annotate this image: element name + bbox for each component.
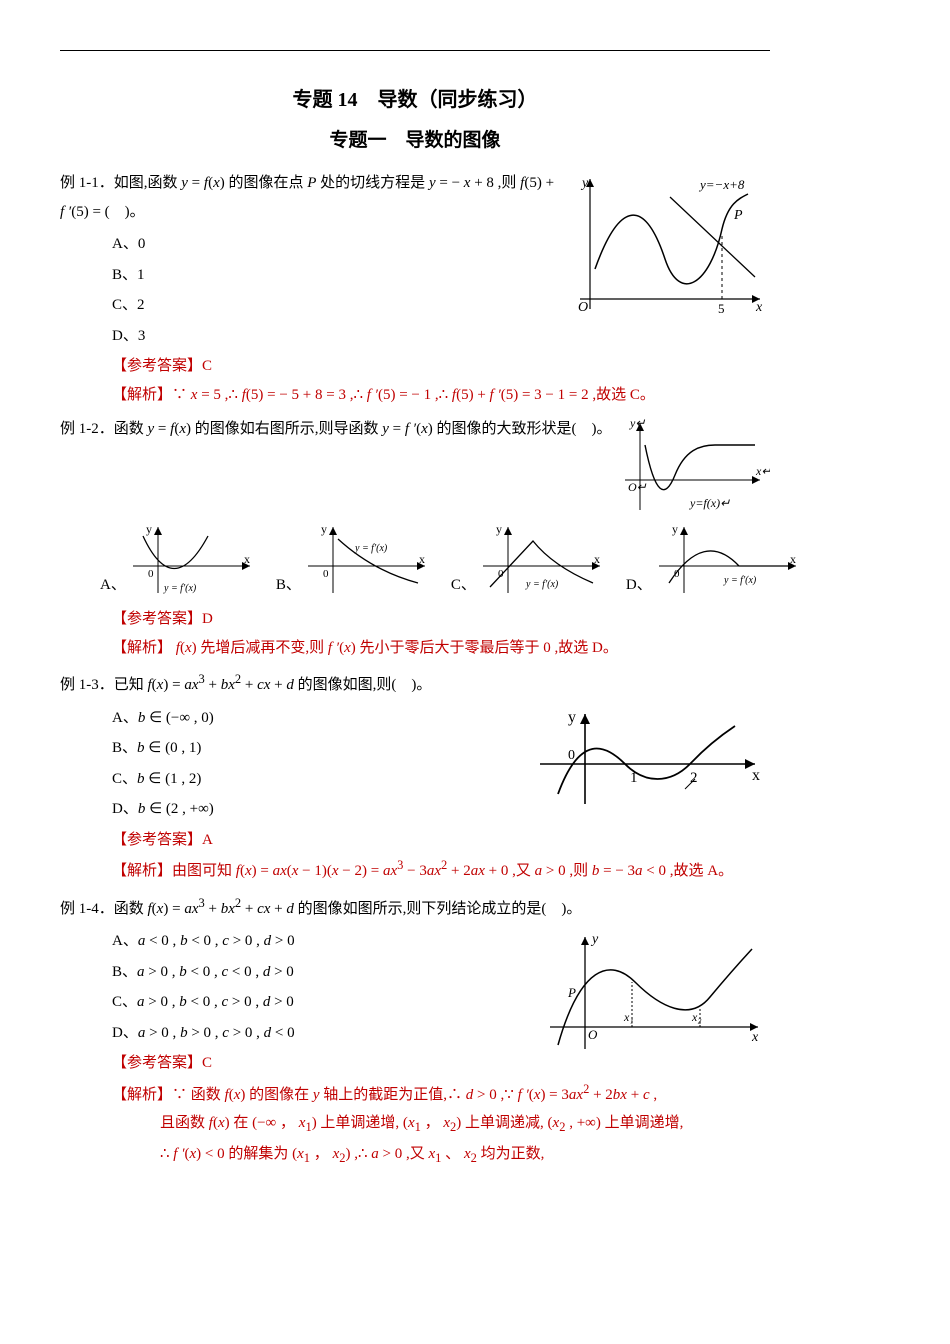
svg-text:5: 5 — [718, 301, 725, 316]
svg-text:x: x — [419, 552, 425, 566]
svg-text:y = f′(x): y = f′(x) — [723, 575, 757, 586]
svg-text:y = f′(x): y = f′(x) — [163, 583, 197, 594]
answer-label: 【参考答案】A — [60, 826, 770, 855]
problem-1-2: x↵ y↵ O↵ y=f(x)↵ 例 1-2．函数 y = f(x) 的图像如右… — [60, 415, 770, 662]
option-d: D、3 — [60, 322, 770, 351]
stem-1-4: 例 1-4．函数 f(x) = ax3 + bx2 + cx + d 的图像如图… — [60, 892, 770, 924]
svg-text:O↵: O↵ — [628, 480, 647, 494]
svg-text:x₁: x₁ — [623, 1010, 634, 1024]
svg-text:x: x — [594, 552, 600, 566]
answer-label: 【参考答案】D — [60, 605, 770, 634]
svg-text:x↵: x↵ — [755, 464, 770, 478]
svg-text:y: y — [496, 522, 502, 536]
svg-text:y: y — [321, 522, 327, 536]
svg-text:1: 1 — [630, 770, 638, 786]
figure-1-2-main: x↵ y↵ O↵ y=f(x)↵ — [620, 415, 770, 515]
answer-label: 【参考答案】C — [60, 352, 770, 381]
stem-1-3: 例 1-3．已知 f(x) = ax3 + bx2 + cx + d 的图像如图… — [60, 668, 770, 700]
svg-text:x: x — [752, 767, 760, 784]
option-c-fig: C、 y x 0 y = f′(x) — [451, 521, 608, 599]
figure-1-1: y x O 5 y=−x+8 P — [560, 169, 770, 319]
svg-text:y=−x+8: y=−x+8 — [698, 177, 745, 192]
svg-text:x: x — [751, 1030, 759, 1045]
svg-text:O: O — [578, 300, 588, 315]
svg-text:x₂: x₂ — [691, 1010, 702, 1024]
analysis-line-2: 且函数 f(x) 在 (−∞ ， x1) 上单调递增, (x1 ， x2) 上单… — [60, 1109, 770, 1140]
figure-1-3: y x 0 1 2 — [530, 704, 770, 814]
svg-text:y: y — [580, 176, 589, 191]
svg-text:2: 2 — [690, 770, 698, 786]
svg-text:P: P — [567, 985, 576, 1000]
top-rule — [60, 50, 770, 51]
analysis: 【解析】 f(x) 先增后减再不变,则 f ′(x) 先小于零后大于零最后等于 … — [60, 634, 770, 663]
svg-text:P: P — [733, 208, 743, 223]
svg-text:x: x — [755, 300, 763, 315]
analysis-line-1: 【解析】∵ 函数 f(x) 的图像在 y 轴上的截距为正值,∴ d > 0 ,∵… — [60, 1078, 770, 1110]
svg-text:y: y — [672, 522, 678, 536]
analysis-line-3: ∴ f ′(x) < 0 的解集为 (x1 ， x2) ,∴ a > 0 ,又 … — [60, 1140, 770, 1171]
option-b-fig: B、 y x 0 y = f′(x) — [276, 521, 433, 599]
svg-text:0: 0 — [148, 568, 154, 580]
problem-1-3: 例 1-3．已知 f(x) = ax3 + bx2 + cx + d 的图像如图… — [60, 668, 770, 886]
svg-text:0: 0 — [568, 748, 575, 763]
svg-text:x: x — [244, 552, 250, 566]
svg-text:y↵: y↵ — [629, 416, 645, 430]
option-d-fig: D、 y x 0 y = f′(x) — [626, 521, 804, 599]
svg-text:x: x — [790, 552, 796, 566]
svg-text:0: 0 — [323, 568, 329, 580]
problem-1-4: 例 1-4．函数 f(x) = ax3 + bx2 + cx + d 的图像如图… — [60, 892, 770, 1171]
svg-text:O: O — [588, 1027, 598, 1042]
svg-text:y: y — [146, 522, 152, 536]
svg-text:y = f′(x): y = f′(x) — [354, 543, 388, 554]
figure-1-4: y x O P x₁ x₂ — [540, 927, 770, 1057]
problem-1-1: y x O 5 y=−x+8 P 例 1-1．如图,函数 y = f(x) 的图… — [60, 169, 770, 409]
analysis: 【解析】∵ x = 5 ,∴ f(5) = − 5 + 8 = 3 ,∴ f ′… — [60, 381, 770, 410]
svg-text:y = f′(x): y = f′(x) — [525, 579, 559, 590]
main-title: 专题 14 导数（同步练习） — [60, 81, 770, 119]
svg-text:y: y — [568, 709, 576, 726]
option-a-fig: A、 y x 0 y = f′(x) — [100, 521, 258, 599]
svg-text:y=f(x)↵: y=f(x)↵ — [689, 496, 730, 510]
sub-title: 专题一 导数的图像 — [60, 123, 770, 159]
option-figures-row: A、 y x 0 y = f′(x) B、 y x — [60, 521, 770, 599]
svg-text:y: y — [590, 932, 599, 947]
analysis: 【解析】由图可知 f(x) = ax(x − 1)(x − 2) = ax3 −… — [60, 854, 770, 886]
